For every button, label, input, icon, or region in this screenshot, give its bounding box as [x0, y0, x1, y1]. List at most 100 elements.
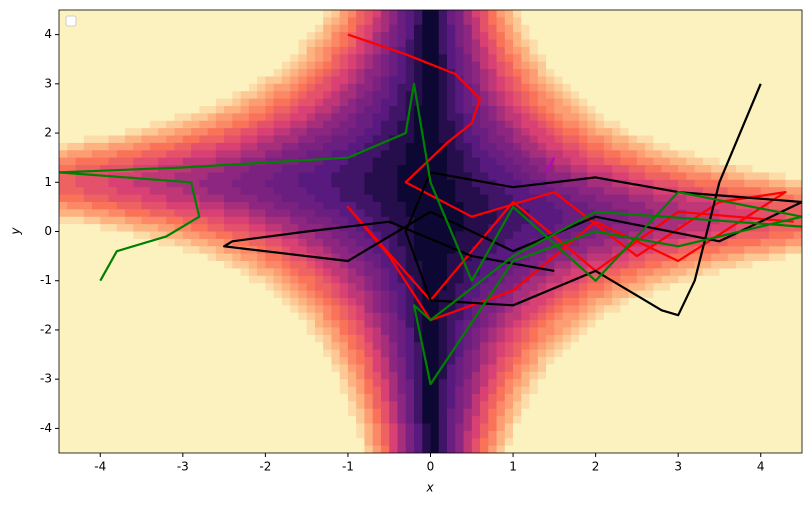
contour-cell — [422, 165, 432, 174]
contour-cell — [447, 17, 456, 26]
contour-cell — [480, 438, 489, 447]
contour-cell — [480, 327, 489, 336]
contour-cell — [232, 253, 242, 262]
contour-cell — [199, 438, 209, 447]
contour-cell — [158, 430, 167, 439]
contour-cell — [603, 10, 613, 18]
contour-cell — [75, 157, 85, 166]
contour-cell — [356, 113, 366, 122]
contour-cell — [636, 105, 646, 114]
contour-cell — [422, 393, 432, 402]
contour-cell — [513, 105, 522, 114]
contour-cell — [587, 253, 597, 262]
contour-cell — [661, 297, 671, 306]
contour-cell — [422, 135, 432, 144]
contour-cell — [719, 283, 729, 292]
contour-cell — [504, 46, 514, 55]
contour-cell — [744, 39, 754, 48]
contour-cell — [628, 246, 638, 255]
contour-cell — [455, 416, 465, 425]
contour-cell — [125, 32, 134, 41]
contour-cell — [603, 238, 613, 247]
contour-cell — [480, 187, 489, 196]
contour-cell — [389, 113, 399, 122]
contour-cell — [240, 61, 250, 70]
contour-cell — [174, 357, 184, 365]
contour-cell — [389, 216, 399, 225]
contour-cell — [587, 349, 597, 358]
contour-cell — [199, 357, 209, 365]
contour-cell — [166, 194, 176, 203]
contour-cell — [554, 24, 564, 33]
contour-cell — [521, 224, 531, 233]
contour-cell — [711, 327, 721, 336]
contour-cell — [546, 393, 555, 402]
contour-cell — [686, 201, 696, 210]
contour-cell — [587, 39, 597, 48]
contour-cell — [636, 379, 646, 388]
contour-cell — [224, 128, 233, 137]
contour-cell — [711, 61, 721, 70]
contour-cell — [496, 17, 506, 26]
contour-cell — [678, 423, 688, 432]
contour-cell — [471, 209, 481, 218]
contour-cell — [702, 349, 712, 358]
contour-cell — [347, 312, 357, 321]
contour-cell — [232, 393, 242, 402]
contour-cell — [661, 305, 671, 314]
contour-cell — [546, 416, 555, 425]
contour-cell — [603, 357, 613, 365]
contour-cell — [405, 253, 415, 262]
contour-cell — [405, 357, 415, 365]
contour-cell — [430, 91, 440, 100]
contour-cell — [347, 371, 357, 380]
contour-cell — [240, 416, 250, 425]
contour-cell — [108, 445, 118, 453]
contour-cell — [430, 401, 440, 410]
contour-cell — [397, 231, 407, 240]
contour-cell — [546, 98, 555, 107]
contour-cell — [711, 371, 721, 380]
contour-cell — [199, 305, 209, 314]
contour-cell — [488, 327, 498, 336]
contour-cell — [149, 216, 159, 225]
contour-cell — [405, 393, 415, 402]
contour-cell — [347, 379, 357, 388]
contour-cell — [603, 393, 613, 402]
contour-cell — [488, 172, 498, 181]
contour-cell — [562, 408, 572, 417]
contour-cell — [579, 224, 588, 233]
contour-cell — [323, 201, 333, 210]
contour-cell — [199, 216, 209, 225]
contour-cell — [570, 416, 580, 425]
contour-cell — [595, 24, 605, 33]
contour-cell — [521, 165, 531, 174]
contour-cell — [116, 150, 126, 159]
contour-cell — [141, 32, 151, 41]
contour-cell — [306, 349, 316, 358]
contour-cell — [735, 46, 745, 55]
contour-cell — [529, 371, 539, 380]
contour-cell — [579, 10, 588, 18]
contour-cell — [191, 142, 200, 151]
contour-cell — [413, 172, 423, 181]
contour-cell — [430, 17, 440, 26]
contour-cell — [595, 179, 605, 188]
contour-cell — [521, 268, 531, 277]
contour-cell — [92, 179, 101, 188]
contour-cell — [686, 46, 696, 55]
contour-cell — [653, 283, 663, 292]
contour-cell — [199, 83, 209, 92]
contour-cell — [471, 246, 481, 255]
contour-cell — [645, 150, 654, 159]
contour-cell — [628, 24, 638, 33]
contour-cell — [265, 297, 275, 306]
contour-cell — [405, 142, 415, 151]
contour-cell — [579, 179, 588, 188]
contour-cell — [182, 401, 192, 410]
contour-cell — [331, 327, 341, 336]
contour-cell — [587, 172, 597, 181]
contour-cell — [149, 423, 159, 432]
contour-cell — [554, 91, 564, 100]
contour-cell — [537, 238, 547, 247]
